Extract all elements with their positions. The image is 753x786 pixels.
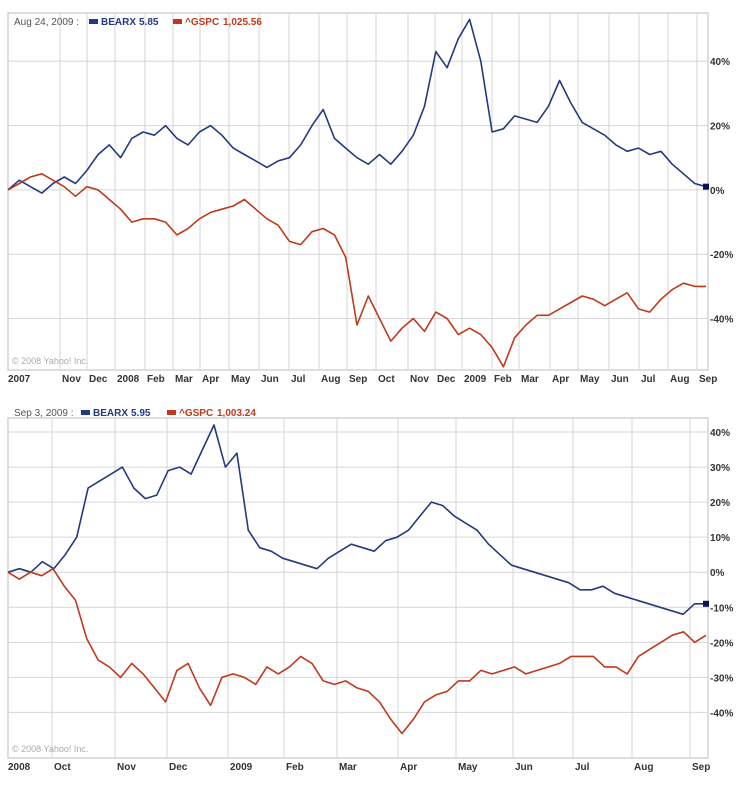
legend-swatch-gspc [167, 410, 176, 415]
y-tick-label: -20% [710, 250, 733, 261]
legend-bearx-value: 5.95 [131, 408, 151, 419]
y-tick-label: 0% [710, 568, 725, 579]
x-tick-label: Mar [339, 762, 357, 773]
x-tick-label: Feb [286, 762, 304, 773]
series-group [7, 424, 709, 735]
chart-frame [7, 417, 709, 759]
x-tick-label: 2009 [230, 762, 253, 773]
legend-date: Aug 24, 2009 : [14, 17, 79, 28]
chart-frame [7, 12, 709, 371]
grid [8, 13, 708, 370]
series-line-bearx [7, 424, 706, 616]
x-tick-label: Dec [89, 374, 108, 385]
last-point-marker [703, 600, 709, 607]
x-tick-label: Apr [552, 374, 569, 385]
series-line-bearx [7, 18, 707, 194]
y-tick-label: -20% [710, 638, 733, 649]
last-point-marker [703, 183, 709, 190]
x-tick-label: Mar [175, 374, 193, 385]
x-tick-label: 2009 [464, 374, 487, 385]
y-tick-label: -30% [710, 673, 733, 684]
y-axis: 40% 20% 0% -20% -40% [710, 57, 733, 325]
legend-bearx-name: BEARX [101, 17, 136, 28]
legend-swatch-bearx [89, 19, 98, 24]
x-tick-label: 2007 [8, 374, 31, 385]
x-tick-label: Oct [54, 762, 71, 773]
y-tick-label: -40% [710, 315, 733, 326]
x-tick-label: Feb [494, 374, 512, 385]
x-axis: 2007 Nov Dec 2008 Feb Mar Apr May Jun Jul Aug Sep Oc… [8, 374, 717, 385]
y-tick-label: 20% [710, 498, 730, 509]
legend-gspc-name: ^GSPC [179, 408, 213, 419]
legend-gspc-name: ^GSPC [185, 17, 219, 28]
x-tick-label: Mar [521, 374, 539, 385]
legend-bearx-value: 5.85 [139, 17, 159, 28]
x-tick-label: Nov [117, 762, 136, 773]
series-line-gspc [7, 173, 706, 368]
panel-separator [0, 390, 753, 400]
grid [8, 418, 708, 758]
x-tick-label: Feb [147, 374, 165, 385]
x-tick-label: May [458, 762, 478, 773]
y-tick-label: -10% [710, 603, 733, 614]
x-tick-label: Aug [670, 374, 689, 385]
x-tick-label: Dec [169, 762, 188, 773]
y-tick-label: 40% [710, 57, 730, 68]
x-tick-label: Sep [699, 374, 717, 385]
x-tick-label: Nov [62, 374, 81, 385]
y-tick-label: -40% [710, 708, 733, 719]
x-tick-label: Jul [641, 374, 656, 385]
legend-swatch-gspc [173, 19, 182, 24]
x-tick-label: Oct [378, 374, 395, 385]
legend: Sep 3, 2009 : BEARX 5.95 ^GSPC 1,003.24 [14, 408, 256, 419]
x-tick-label: Aug [321, 374, 340, 385]
legend-date: Sep 3, 2009 : [14, 408, 74, 419]
series-line-gspc [7, 567, 707, 735]
x-tick-label: May [580, 374, 600, 385]
y-axis: 40% 30% 20% 10% 0% -10% -20% -30% -40% [710, 428, 733, 719]
y-tick-label: 40% [710, 428, 730, 439]
x-tick-label: Nov [410, 374, 429, 385]
x-tick-label: Apr [202, 374, 219, 385]
legend: Aug 24, 2009 : BEARX 5.85 ^GSPC 1,025.56 [14, 17, 262, 28]
chart-1: Aug 24, 2009 : BEARX 5.85 ^GSPC 1,025.56… [7, 12, 733, 385]
x-axis: 2008 Oct Nov Dec 2009 Feb Mar Apr May Jun Jul Aug Se… [8, 762, 710, 773]
x-tick-label: Jun [611, 374, 629, 385]
legend-bearx-name: BEARX [93, 408, 128, 419]
x-tick-label: Sep [349, 374, 367, 385]
x-tick-label: May [231, 374, 251, 385]
x-tick-label: 2008 [8, 762, 31, 773]
x-tick-label: Jul [575, 762, 590, 773]
x-tick-label: Jun [261, 374, 279, 385]
chart-panel-aug-24-2009: Aug 24, 2009 : BEARX 5.85 ^GSPC 1,025.56… [0, 0, 753, 390]
legend-gspc-value: 1,025.56 [223, 17, 262, 28]
x-tick-label: 2008 [117, 374, 140, 385]
copyright: © 2008 Yahoo! Inc. [12, 744, 88, 754]
copyright: © 2008 Yahoo! Inc. [12, 356, 88, 366]
x-tick-label: Jul [291, 374, 306, 385]
x-tick-label: Dec [437, 374, 456, 385]
chart-panel-sep-3-2009: Sep 3, 2009 : BEARX 5.95 ^GSPC 1,003.24 … [0, 400, 753, 786]
series-group [7, 18, 709, 368]
y-tick-label: 10% [710, 533, 730, 544]
x-tick-label: Jun [515, 762, 533, 773]
y-tick-label: 20% [710, 122, 730, 133]
x-tick-label: Sep [692, 762, 710, 773]
y-tick-label: 30% [710, 463, 730, 474]
x-tick-label: Apr [400, 762, 417, 773]
y-tick-label: 0% [710, 186, 725, 197]
legend-swatch-bearx [81, 410, 90, 415]
x-tick-label: Aug [634, 762, 653, 773]
chart-2: Sep 3, 2009 : BEARX 5.95 ^GSPC 1,003.24 … [7, 408, 733, 773]
legend-gspc-value: 1,003.24 [217, 408, 256, 419]
